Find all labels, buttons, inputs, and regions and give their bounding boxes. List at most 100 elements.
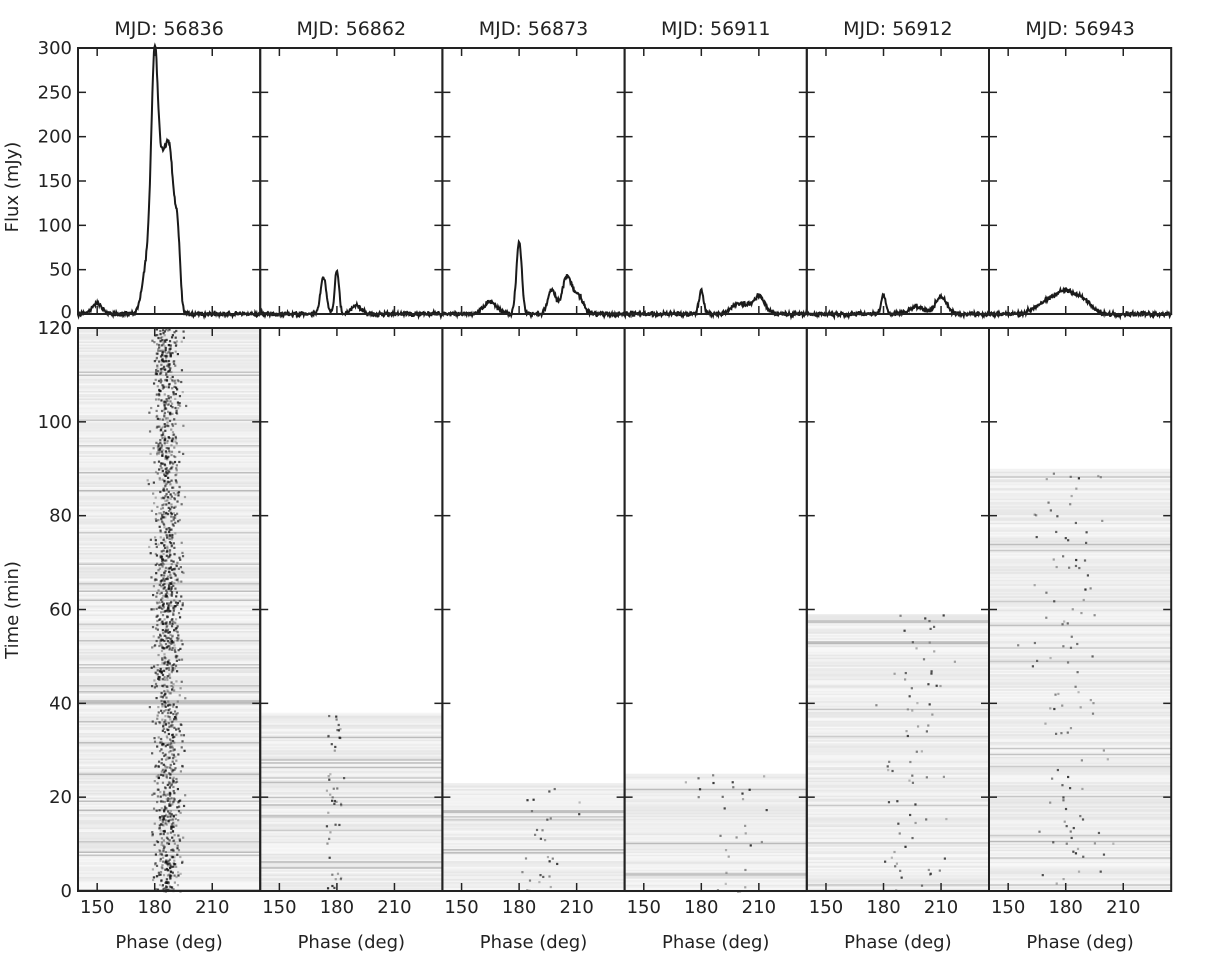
profile-line (259, 268, 444, 321)
pulse-dot (165, 577, 169, 580)
waterfall-row (442, 868, 625, 871)
waterfall-row (78, 659, 261, 661)
pulse-dot (1054, 732, 1058, 735)
waterfall-row (78, 856, 261, 858)
pulse-dot (159, 667, 162, 671)
pulse-dot (170, 444, 173, 447)
waterfall-row (989, 843, 1172, 846)
pulse-dot (166, 535, 169, 538)
waterfall-row (624, 853, 807, 855)
waterfall-row (260, 862, 443, 865)
pulse-dot (172, 609, 175, 612)
waterfall-row (78, 493, 261, 495)
pulse-dot (160, 442, 163, 446)
pulse-dot (167, 722, 170, 725)
pulse-dot (1074, 685, 1077, 688)
pulse-dot (170, 515, 173, 518)
pulse-dot (932, 625, 936, 628)
pulse-dot (169, 815, 172, 818)
waterfall-row (989, 674, 1172, 676)
pulse-dot (155, 888, 158, 891)
waterfall-row (806, 639, 989, 642)
pulse-dot (176, 352, 179, 356)
pulse-dot (177, 801, 180, 804)
waterfall-row (78, 490, 261, 492)
pulse-dot (160, 563, 164, 566)
pulse-dot (178, 838, 181, 841)
waterfall-row (442, 804, 625, 806)
pulse-dot (160, 399, 163, 402)
pulse-dot (179, 558, 182, 561)
waterfall (442, 783, 625, 893)
pulse-dot (168, 537, 171, 540)
pulse-dot (165, 823, 168, 826)
waterfall-row (806, 810, 989, 813)
waterfall-row (260, 846, 443, 848)
pulse-dot (170, 886, 173, 889)
waterfall-row (989, 470, 1172, 472)
pulse-dot (172, 749, 175, 752)
pulse-dot (162, 832, 165, 836)
waterfall-row (260, 750, 443, 752)
pulse-dot (160, 843, 163, 846)
pulse-dot (179, 723, 182, 726)
pulse-dot (162, 401, 165, 404)
waterfall-row (989, 495, 1172, 498)
pulse-dot (172, 341, 176, 344)
waterfall-row (624, 839, 807, 842)
pulse-dot (172, 380, 175, 383)
pulse-dot (160, 800, 163, 803)
pulse-dot (171, 636, 174, 639)
waterfall-row (989, 725, 1172, 727)
pulse-dot (172, 607, 175, 610)
pulse-dot (166, 783, 169, 786)
pulse-dot (909, 813, 912, 817)
pulse-dot (548, 790, 551, 793)
pulse-dot (939, 684, 942, 688)
pulse-dot (161, 743, 164, 746)
pulse-dot (178, 694, 181, 697)
pulse-dot (170, 742, 173, 745)
pulse-dot (172, 821, 175, 824)
pulse-dot (162, 603, 165, 606)
pulse-dot (172, 584, 175, 587)
waterfall-row (78, 668, 261, 670)
pulse-dot (165, 534, 168, 537)
pulse-dot (167, 567, 170, 570)
waterfall-row (624, 874, 807, 876)
pulse-dot (172, 769, 175, 772)
pulse-dot (171, 486, 174, 489)
pulse-dot (165, 637, 168, 640)
waterfall-row (260, 768, 443, 770)
pulse-dot (156, 714, 159, 717)
waterfall-row (806, 837, 989, 840)
pulse-dot (178, 518, 181, 522)
pulse-dot (162, 384, 165, 387)
waterfall-row (806, 785, 989, 787)
pulse-dot (175, 481, 178, 484)
pulse-dot (156, 425, 159, 428)
pulse-dot (172, 713, 175, 716)
pulse-dot (908, 695, 911, 698)
waterfall-row (624, 862, 807, 864)
pulse-dot (169, 711, 172, 715)
pulse-dot (169, 344, 172, 347)
pulse-dot (904, 671, 907, 675)
waterfall-row (78, 547, 261, 549)
waterfall-row (989, 746, 1172, 748)
pulse-dot (719, 834, 722, 837)
waterfall-row (260, 753, 443, 755)
waterfall-row (78, 740, 261, 742)
pulse-dot (164, 407, 167, 410)
waterfall-row (442, 859, 625, 862)
pulse-dot (171, 412, 174, 415)
pulse-dot (181, 740, 184, 743)
pulse-dot (175, 733, 178, 736)
waterfall-row (78, 466, 261, 468)
waterfall-row (260, 886, 443, 889)
waterfall-row (442, 805, 625, 808)
pulse-dot (1056, 768, 1059, 772)
pulse-dot (160, 380, 163, 383)
waterfall-row (260, 763, 443, 766)
pulse-dot (164, 356, 168, 359)
